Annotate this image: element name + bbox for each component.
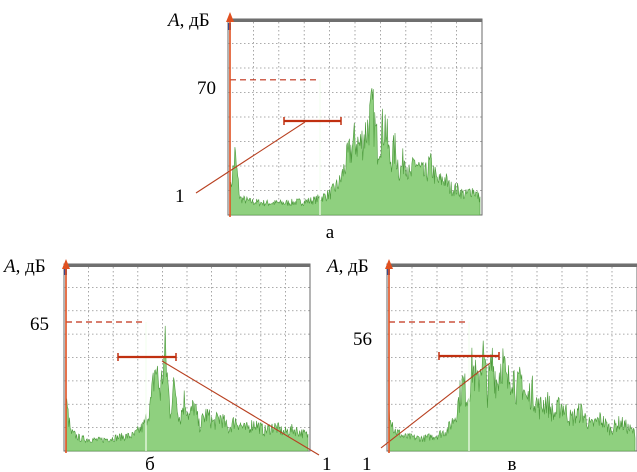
panel-б-panel-label: б — [145, 454, 155, 472]
panel-а-peak-value-label: 70 — [197, 78, 216, 99]
panel-в-marker-leader-line — [380, 362, 491, 449]
panel-в-y-axis-unit: , дБ — [339, 256, 369, 277]
panel-а-y-axis-unit: , дБ — [180, 10, 210, 31]
panel-а-y-axis-arrow — [226, 12, 234, 22]
panel-в-y-axis-var: A — [325, 256, 339, 277]
panel-б-peak-value-label: 65 — [30, 314, 49, 335]
panel-б-y-axis-arrow — [62, 259, 70, 269]
panel-в-peak-value-label: 56 — [353, 329, 372, 350]
panel-а-y-axis-var: A — [166, 10, 180, 31]
panel-б-y-axis-var: A — [2, 256, 16, 277]
panel-а-spectrum-area — [229, 88, 481, 216]
panel-а-marker-leader-line — [195, 121, 306, 194]
panel-б-marker-label: 1 — [322, 454, 332, 472]
panel-б-spectrum-area — [65, 325, 309, 452]
panel-а-panel-label: а — [326, 222, 335, 243]
panel-в-y-axis-arrow — [385, 259, 393, 269]
panel-б-y-axis-unit: , дБ — [16, 256, 46, 277]
panel-в-panel-label: в — [508, 454, 517, 472]
panel-а-top-band — [228, 19, 482, 22]
panel-а-y-axis-label: A, дБ — [166, 10, 210, 31]
panel-а-marker-label: 1 — [175, 186, 185, 207]
panel-в-y-axis-label: A, дБ — [325, 256, 369, 277]
panel-б-top-band — [64, 264, 310, 267]
panel-в-spectrum-area — [388, 340, 636, 452]
panel-б-marker-leader-line — [161, 360, 320, 456]
panel-в-marker-label: 1 — [362, 454, 372, 472]
panel-в-top-band — [387, 264, 637, 267]
panel-б-y-axis-label: A, дБ — [2, 256, 46, 277]
